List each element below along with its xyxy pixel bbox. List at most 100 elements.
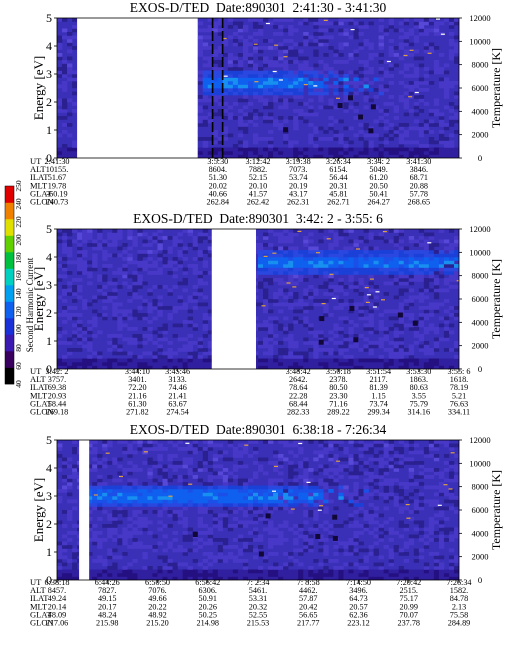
heatmap-cell <box>313 573 318 577</box>
heatmap-cell <box>449 268 454 272</box>
heatmap-cell <box>303 32 308 36</box>
heatmap-cell <box>379 254 384 258</box>
heatmap-cell <box>213 493 218 497</box>
heatmap-cell <box>102 278 107 282</box>
heatmap-cell <box>434 46 439 50</box>
heatmap-cell <box>67 306 72 310</box>
heatmap-cell <box>379 268 384 272</box>
heatmap-cell <box>198 116 203 120</box>
heatmap-cell <box>454 18 459 22</box>
heatmap-cell <box>333 545 338 549</box>
heatmap-cell <box>434 261 439 265</box>
heatmap-cell <box>444 289 449 293</box>
heatmap-cell <box>313 88 318 92</box>
heatmap-cell <box>168 362 173 366</box>
heatmap-cell <box>87 348 92 352</box>
heatmap-cell <box>102 447 107 451</box>
heatmap-cell <box>102 482 107 486</box>
heatmap-cell <box>399 36 404 40</box>
heatmap-cell <box>137 496 142 500</box>
heatmap-speck <box>365 287 369 288</box>
heatmap-cell <box>434 327 439 331</box>
heatmap-cell <box>183 465 188 469</box>
heatmap-cell <box>444 299 449 303</box>
heatmap-cell <box>168 563 173 567</box>
heatmap-cell <box>213 514 218 518</box>
heatmap-cell <box>147 468 152 472</box>
heatmap-cell <box>394 271 399 275</box>
heatmap-cell <box>409 257 414 261</box>
heatmap-cell <box>419 127 424 131</box>
heatmap-cell <box>454 148 459 152</box>
heatmap-cell <box>374 489 379 493</box>
heatmap-cell <box>303 355 308 359</box>
heatmap-cell <box>152 493 157 497</box>
heatmap-cell <box>429 46 434 50</box>
heatmap-cell <box>374 331 379 335</box>
heatmap-cell <box>77 341 82 345</box>
heatmap-cell <box>399 264 404 268</box>
heatmap-cell <box>359 542 364 546</box>
heatmap-cell <box>137 570 142 574</box>
heatmap-cell <box>142 250 147 254</box>
heatmap-cell <box>132 261 137 265</box>
heatmap-cell <box>97 362 102 366</box>
heatmap-cell <box>258 570 263 574</box>
heatmap-cell <box>163 447 168 451</box>
heatmap-cell <box>399 29 404 33</box>
heatmap-cell <box>72 472 77 476</box>
heatmap-cell <box>308 549 313 553</box>
heatmap-cell <box>92 524 97 528</box>
heatmap-cell <box>228 496 233 500</box>
heatmap-cell <box>178 243 183 247</box>
heatmap-cell <box>288 493 293 497</box>
heatmap-cell <box>424 282 429 286</box>
heatmap-cell <box>313 355 318 359</box>
heatmap-cell <box>283 39 288 43</box>
heatmap-cell <box>258 465 263 469</box>
heatmap-cell <box>288 268 293 272</box>
heatmap-cell <box>409 64 414 68</box>
heatmap-cell <box>429 109 434 113</box>
heatmap-cell <box>263 92 268 96</box>
heatmap-cell <box>364 345 369 349</box>
heatmap-cell <box>293 50 298 54</box>
heatmap-cell <box>268 106 273 110</box>
heatmap-cell <box>449 257 454 261</box>
heatmap-cell <box>258 362 263 366</box>
heatmap-cell <box>203 71 208 75</box>
heatmap-cell <box>188 573 193 577</box>
heatmap-cell <box>178 233 183 237</box>
heatmap-cell <box>353 22 358 26</box>
heatmap-cell <box>353 458 358 462</box>
heatmap-cell <box>429 250 434 254</box>
heatmap-cell <box>323 496 328 500</box>
heatmap-cell <box>67 486 72 490</box>
heatmap-cell <box>152 535 157 539</box>
heatmap-cell <box>359 573 364 577</box>
heatmap-cell <box>178 306 183 310</box>
heatmap-cell <box>389 310 394 314</box>
heatmap-cell <box>369 247 374 251</box>
heatmap-cell <box>348 359 353 363</box>
heatmap-cell <box>379 320 384 324</box>
heatmap-cell <box>238 535 243 539</box>
heatmap-cell <box>379 345 384 349</box>
heatmap-cell <box>414 141 419 145</box>
heatmap-cell <box>158 510 163 514</box>
heatmap-cell <box>92 451 97 455</box>
heatmap-cell <box>343 362 348 366</box>
heatmap-cell <box>132 271 137 275</box>
heatmap-cell <box>419 130 424 134</box>
heatmap-cell <box>203 74 208 78</box>
heatmap-cell <box>303 573 308 577</box>
heatmap-cell <box>303 78 308 82</box>
heatmap-cell <box>348 331 353 335</box>
heatmap-cell <box>188 528 193 532</box>
heatmap-cell <box>173 461 178 465</box>
heatmap-cell <box>208 542 213 546</box>
heatmap-cell <box>253 64 258 68</box>
heatmap-cell <box>353 465 358 469</box>
heatmap-cell <box>127 517 132 521</box>
heatmap-cell <box>117 489 122 493</box>
